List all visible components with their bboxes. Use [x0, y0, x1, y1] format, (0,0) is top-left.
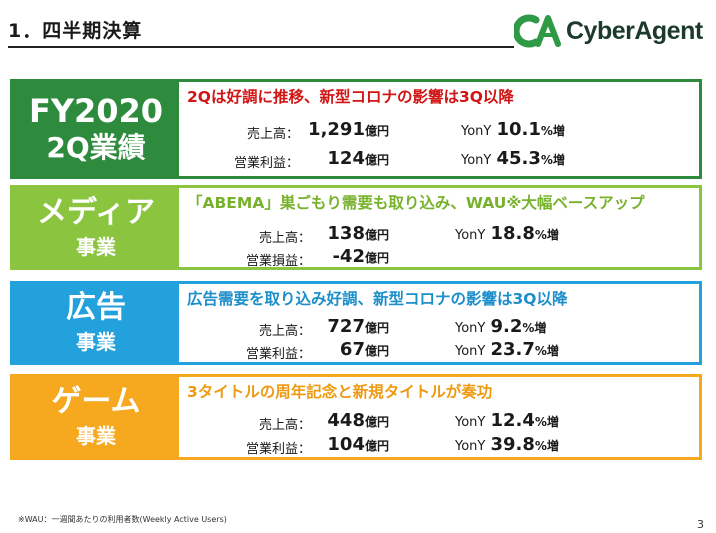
- metric-yoy: YonY 9.2%増: [455, 316, 547, 337]
- metric-value: 138億円: [327, 223, 389, 244]
- row-label-line2: 事業: [76, 424, 116, 448]
- row-label: 広告 事業: [13, 284, 179, 362]
- metric-yoy: YonY 10.1%増: [461, 119, 565, 140]
- row-content: 2Qは好調に推移、新型コロナの影響は3Q以降 売上高： 1,291億円 YonY…: [179, 82, 699, 176]
- metric-yoy: YonY 12.4%増: [455, 410, 559, 431]
- metric-operating-profit: 営業利益： 124億円 YonY 45.3%増: [179, 148, 699, 171]
- row-label-line1: FY2020: [28, 92, 164, 130]
- metric-yoy: YonY 23.7%増: [455, 339, 559, 360]
- metric-revenue: 売上高： 1,291億円 YonY 10.1%増: [179, 119, 699, 142]
- metric-name: 売上高：: [258, 231, 311, 246]
- row-content: 「ABEMA」巣ごもり需要も取り込み、WAU※大幅ベースアップ 売上高： 138…: [179, 188, 699, 269]
- metric-name: 営業利益：: [245, 347, 311, 362]
- metric-name: 売上高：: [258, 418, 311, 433]
- metric-operating-profit: 営業利益： 67億円 YonY 23.7%増: [179, 339, 699, 362]
- row-label: メディア 事業: [13, 188, 179, 267]
- slide-title: 1．四半期決算: [8, 20, 143, 42]
- advertising-business-row: 広告 事業 広告需要を取り込み好調、新型コロナの影響は3Q以降 売上高： 727…: [10, 281, 702, 365]
- title-underline: [8, 46, 514, 48]
- metric-yoy: YonY 39.8%増: [455, 434, 559, 455]
- game-business-row: ゲーム 事業 3タイトルの周年記念と新規タイトルが奏功 売上高： 448億円 Y…: [10, 374, 702, 460]
- row-label-line2: 2Q業績: [46, 131, 146, 164]
- metric-value: 104億円: [327, 434, 389, 455]
- metric-value: 67億円: [339, 339, 389, 360]
- metric-name: 営業利益：: [233, 156, 299, 171]
- row-label-line2: 事業: [76, 330, 116, 354]
- page-number: 3: [697, 518, 704, 531]
- metric-operating-profit: 営業利益： 104億円 YonY 39.8%増: [179, 434, 699, 457]
- metric-name: 売上高：: [258, 324, 311, 339]
- fy2020-2q-results-row: FY2020 2Q業績 2Qは好調に推移、新型コロナの影響は3Q以降 売上高： …: [10, 79, 702, 179]
- metric-value: 727億円: [327, 316, 389, 337]
- row-headline: 「ABEMA」巣ごもり需要も取り込み、WAU※大幅ベースアップ: [187, 194, 645, 212]
- row-content: 広告需要を取り込み好調、新型コロナの影響は3Q以降 売上高： 727億円 Yon…: [179, 284, 699, 362]
- row-label: ゲーム 事業: [13, 377, 179, 457]
- metric-value: 448億円: [327, 410, 389, 431]
- row-label-line1: 広告: [66, 290, 126, 325]
- row-label-line1: メディア: [37, 194, 155, 230]
- metric-operating-loss: 営業損益： -42億円: [179, 246, 699, 269]
- metric-value: 1,291億円: [308, 119, 389, 140]
- metric-revenue: 売上高： 727億円 YonY 9.2%増: [179, 316, 699, 339]
- metric-yoy: YonY 45.3%増: [461, 148, 565, 169]
- metric-name: 売上高：: [246, 127, 299, 142]
- metric-yoy: YonY 18.8%増: [455, 223, 559, 244]
- metric-value: 124億円: [327, 148, 389, 169]
- media-business-row: メディア 事業 「ABEMA」巣ごもり需要も取り込み、WAU※大幅ベースアップ …: [10, 185, 702, 270]
- row-label: FY2020 2Q業績: [13, 82, 179, 176]
- metric-revenue: 売上高： 138億円 YonY 18.8%増: [179, 223, 699, 246]
- metric-name: 営業損益：: [245, 254, 311, 269]
- row-headline: 2Qは好調に推移、新型コロナの影響は3Q以降: [187, 88, 514, 106]
- ca-logo-mark-icon: [514, 14, 561, 48]
- metric-revenue: 売上高： 448億円 YonY 12.4%増: [179, 410, 699, 433]
- logo-wordmark: CyberAgent: [566, 17, 703, 45]
- row-label-line1: ゲーム: [51, 384, 141, 419]
- row-headline: 広告需要を取り込み好調、新型コロナの影響は3Q以降: [187, 290, 568, 308]
- row-headline: 3タイトルの周年記念と新規タイトルが奏功: [187, 383, 493, 401]
- slide-title-bar: 1．四半期決算: [8, 16, 514, 48]
- metric-value: -42億円: [332, 246, 389, 267]
- metric-name: 営業利益：: [245, 442, 311, 457]
- footnote: ※WAU：一週間あたりの利用者数(Weekly Active Users): [18, 515, 227, 524]
- cyberagent-logo: CyberAgent: [514, 14, 710, 48]
- row-label-line2: 事業: [76, 234, 116, 259]
- row-content: 3タイトルの周年記念と新規タイトルが奏功 売上高： 448億円 YonY 12.…: [179, 377, 699, 457]
